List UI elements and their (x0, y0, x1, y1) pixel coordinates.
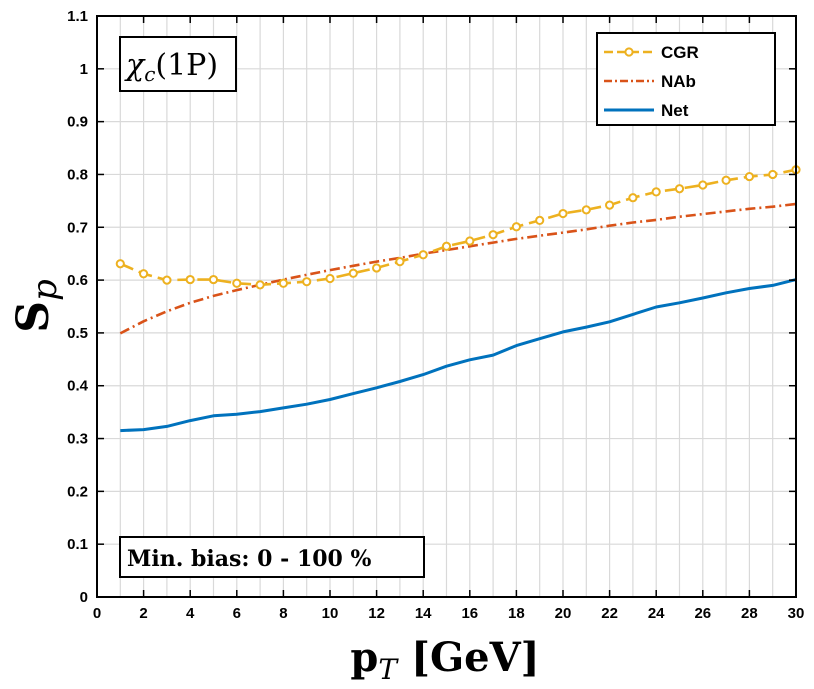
x-tick-label: 20 (555, 605, 572, 622)
series-layer (115, 165, 801, 433)
point-cgr (395, 257, 405, 267)
legend-label-net: Net (661, 101, 689, 120)
y-tick-label: 1 (80, 61, 88, 78)
legend: CGR NAb Net (596, 32, 776, 126)
y-axis-label: Sp (8, 279, 65, 333)
y-tick-label: 0.1 (67, 536, 88, 553)
y-tick-label: 0.9 (67, 114, 88, 131)
x-tick-label: 22 (601, 605, 618, 622)
x-tick-label: 14 (415, 605, 432, 622)
point-cgr (698, 180, 708, 190)
series-line-cgr (119, 168, 797, 287)
point-cgr (278, 278, 288, 288)
series-line-nab (119, 202, 797, 335)
point-cgr (325, 273, 335, 284)
y-tick-label: 0.3 (67, 431, 88, 448)
y-tick-label: 0.5 (67, 325, 88, 342)
point-cgr (674, 184, 685, 194)
y-tick-label: 0.7 (67, 219, 88, 236)
point-cgr (488, 230, 498, 240)
point-cgr (418, 250, 428, 260)
point-cgr (255, 280, 265, 290)
point-cgr (185, 274, 195, 285)
y-tick-label: 0 (80, 589, 88, 606)
point-cgr (744, 171, 755, 182)
legend-label-nab: NAb (661, 72, 696, 91)
point-cgr (208, 274, 219, 285)
x-tick-label: 28 (741, 605, 758, 622)
y-tick-label: 0.8 (67, 166, 88, 183)
x-tick-label: 6 (233, 605, 241, 622)
point-cgr (581, 205, 591, 215)
x-tick-label: 0 (93, 605, 101, 622)
y-tick-label: 0.4 (67, 378, 89, 395)
y-tick-label: 0.2 (67, 483, 88, 500)
x-tick-label: 24 (648, 605, 665, 622)
x-tick-label: 16 (461, 605, 478, 622)
ticks (96, 15, 797, 598)
point-cgr (721, 175, 731, 185)
point-cgr (115, 259, 125, 269)
bias-label: Min. bias: 0 - 100 % (127, 546, 372, 572)
x-tick-label: 18 (508, 605, 525, 622)
point-cgr (511, 222, 522, 232)
point-cgr (628, 193, 638, 203)
particle-label-box: χc(1P) (119, 36, 237, 92)
bias-label-box: Min. bias: 0 - 100 % (119, 536, 425, 578)
x-tick-label: 8 (279, 605, 287, 622)
x-tick-label: 30 (788, 605, 805, 622)
y-tick-label: 0.6 (67, 272, 88, 289)
legend-label-cgr: CGR (661, 43, 699, 62)
axes-box (96, 15, 797, 598)
point-cgr (558, 208, 568, 219)
point-cgr (651, 187, 661, 197)
x-tick-label: 12 (368, 605, 385, 622)
point-cgr (162, 275, 172, 285)
tick-labels: 0 2 4 6 8 10 12 14 16 18 20 22 24 26 28 3000.10.20.30.4… (67, 8, 804, 622)
point-cgr (372, 263, 382, 273)
svg-text:χc(1P): χc(1P) (124, 48, 218, 86)
x-tick-label: 26 (694, 605, 711, 622)
particle-sub: c (144, 62, 155, 86)
point-cgr (605, 200, 615, 210)
point-cgr (232, 278, 242, 288)
x-tick-label: 4 (186, 605, 195, 622)
legend-marker-cgr (624, 47, 634, 57)
x-axis-label: pT [GeV] (350, 634, 539, 686)
point-cgr (302, 277, 312, 287)
point-cgr (465, 236, 475, 246)
x-tick-label: 2 (139, 605, 147, 622)
y-tick-label: 1.1 (67, 8, 88, 25)
point-cgr (768, 169, 778, 180)
series-line-net (120, 278, 797, 433)
particle-state: (1P) (155, 48, 218, 83)
x-tick-label: 10 (322, 605, 339, 622)
point-cgr (535, 215, 545, 226)
point-cgr (441, 241, 452, 251)
point-cgr (139, 269, 149, 279)
particle-chi: χ (124, 48, 146, 83)
point-cgr (348, 268, 358, 278)
